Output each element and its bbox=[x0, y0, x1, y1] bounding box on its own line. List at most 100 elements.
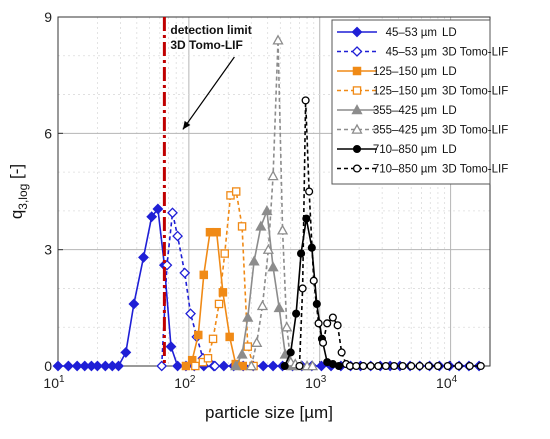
data-point bbox=[443, 361, 452, 371]
data-point bbox=[390, 361, 399, 371]
data-point bbox=[251, 336, 263, 347]
data-point bbox=[286, 348, 295, 357]
data-point bbox=[398, 361, 407, 371]
data-point bbox=[99, 360, 111, 372]
detection-limit-method-label: 3D Tomo-LIF bbox=[170, 38, 242, 52]
data-point bbox=[366, 361, 375, 371]
legend-marker bbox=[351, 123, 363, 134]
legend-method: LD bbox=[442, 105, 457, 117]
data-point bbox=[454, 361, 463, 371]
legend-marker bbox=[352, 144, 362, 154]
data-point bbox=[194, 330, 203, 340]
legend-box bbox=[331, 19, 491, 185]
legend-method: LD bbox=[442, 66, 457, 78]
legend-entry-4: 355–425 µm LD bbox=[337, 104, 457, 117]
series-3 bbox=[191, 187, 258, 371]
series-2 bbox=[181, 227, 247, 371]
data-point bbox=[301, 96, 310, 105]
annotation-arrowhead bbox=[182, 120, 191, 130]
data-point bbox=[306, 360, 319, 371]
data-point bbox=[113, 360, 124, 372]
data-point bbox=[181, 361, 191, 371]
data-point bbox=[314, 319, 323, 328]
data-point bbox=[172, 230, 184, 242]
data-point bbox=[267, 261, 279, 272]
y-tick-label: 3 bbox=[44, 242, 52, 258]
series-5 bbox=[245, 34, 319, 371]
legend-method: 3D Tomo-LIF bbox=[442, 86, 508, 98]
data-point bbox=[276, 224, 289, 235]
data-point bbox=[415, 361, 424, 371]
data-point bbox=[407, 361, 416, 371]
x-axis-title: particle size [µm] bbox=[205, 403, 333, 422]
legend-method: 3D Tomo-LIF bbox=[442, 125, 508, 137]
data-point bbox=[318, 338, 328, 347]
legend-series-name: 355–425 µm bbox=[373, 125, 437, 137]
x-tick-label: 103 bbox=[305, 374, 327, 391]
series-layer bbox=[52, 34, 485, 372]
legend-entry-5: 355–425 µm 3D Tomo-LIF bbox=[337, 123, 508, 137]
data-point bbox=[203, 353, 213, 363]
data-point bbox=[262, 243, 274, 254]
data-point bbox=[191, 361, 200, 371]
data-point bbox=[167, 207, 178, 219]
data-point bbox=[242, 311, 254, 322]
data-point bbox=[52, 360, 64, 372]
data-point bbox=[214, 299, 224, 309]
data-point bbox=[237, 222, 247, 231]
legend-method: 3D Tomo-LIF bbox=[442, 47, 508, 59]
legend-series-name: 125–150 µm bbox=[373, 66, 437, 78]
data-point bbox=[292, 309, 301, 318]
legend-marker bbox=[352, 164, 362, 173]
legend-series-name: 710–850 µm bbox=[373, 144, 437, 156]
data-point bbox=[138, 252, 149, 263]
data-point bbox=[238, 361, 247, 371]
data-point bbox=[146, 211, 158, 223]
data-point bbox=[199, 270, 209, 280]
detection-limit-label: detection limit bbox=[170, 23, 251, 37]
data-point bbox=[225, 332, 234, 342]
data-point bbox=[465, 361, 474, 371]
data-point bbox=[328, 313, 337, 322]
series-line bbox=[185, 231, 243, 367]
legend-entry-2: 125–150 µm LD bbox=[337, 66, 457, 78]
data-point bbox=[334, 361, 343, 371]
y-tick-label: 6 bbox=[44, 125, 52, 141]
data-point bbox=[245, 360, 257, 371]
data-point bbox=[333, 321, 342, 330]
data-point bbox=[352, 361, 361, 371]
legend-series-name: 125–150 µm bbox=[373, 86, 437, 98]
data-point bbox=[128, 298, 140, 310]
data-point bbox=[295, 361, 304, 371]
data-point bbox=[230, 360, 242, 371]
data-point bbox=[261, 205, 273, 216]
data-point bbox=[323, 319, 332, 328]
legend-method: LD bbox=[442, 144, 457, 156]
legend-marker bbox=[351, 104, 363, 115]
x-tick-label: 104 bbox=[436, 374, 458, 391]
legend-entry-7: 710–850 µm 3D Tomo-LIF bbox=[337, 164, 508, 176]
data-point bbox=[156, 360, 168, 372]
legend-marker bbox=[351, 46, 363, 57]
y-tick-label: 0 bbox=[44, 358, 52, 374]
legend-series-name: 45–53 µm bbox=[386, 47, 437, 59]
data-point bbox=[236, 348, 248, 359]
data-point bbox=[424, 361, 433, 371]
legend-method: 3D Tomo-LIF bbox=[442, 164, 508, 176]
data-point bbox=[218, 360, 230, 372]
data-point bbox=[91, 360, 103, 372]
data-point bbox=[220, 249, 229, 258]
data-point bbox=[298, 284, 307, 293]
data-point bbox=[433, 361, 442, 371]
data-point bbox=[179, 267, 191, 279]
data-point bbox=[476, 361, 485, 371]
data-point bbox=[257, 360, 269, 372]
data-point bbox=[231, 187, 241, 196]
data-point bbox=[337, 348, 346, 357]
y-axis-title: q3,log [-] bbox=[7, 164, 30, 219]
data-point bbox=[172, 360, 184, 372]
data-point bbox=[209, 360, 221, 372]
legend-marker bbox=[352, 86, 362, 95]
data-point bbox=[381, 361, 390, 371]
